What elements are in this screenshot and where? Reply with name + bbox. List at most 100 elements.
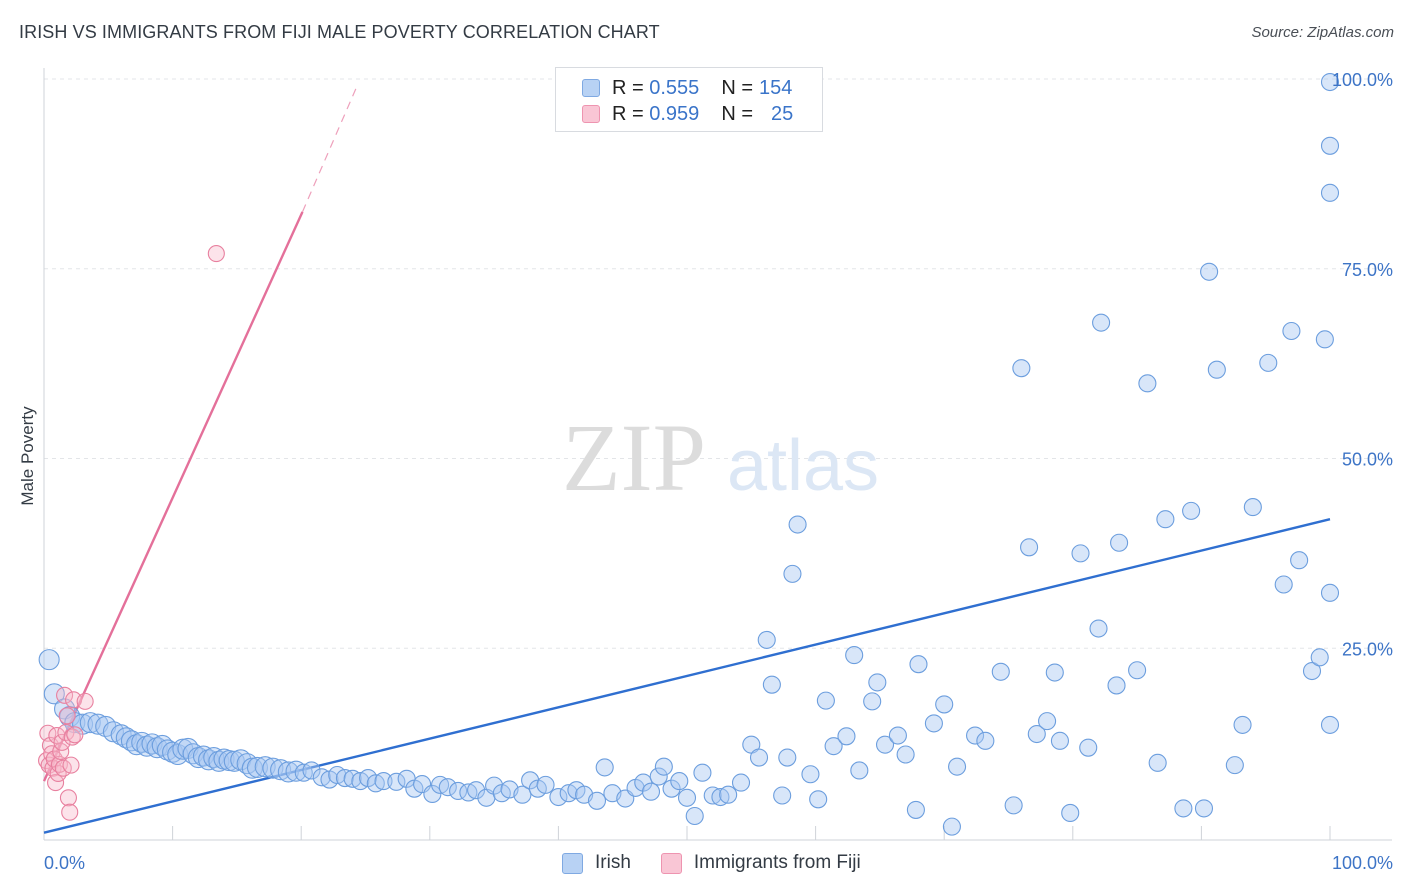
irish-point [302, 761, 321, 780]
irish-point [837, 727, 856, 746]
irish-point [685, 806, 704, 826]
irish-point [218, 750, 240, 772]
series-swatch-irish [562, 852, 583, 874]
irish-point [1107, 676, 1126, 695]
irish-point [1128, 661, 1147, 680]
irish-point [757, 630, 776, 649]
irish-point [1156, 510, 1175, 529]
gridlines [44, 78, 1392, 649]
series-legend-irish: Irish [562, 852, 631, 874]
watermark-zip: ZIP [562, 404, 706, 511]
series-legend-fiji: Immigrants from Fiji [660, 852, 861, 874]
legend-swatch-irish [582, 79, 600, 97]
irish-point [788, 515, 807, 534]
irish-point [1315, 330, 1334, 349]
y-tick-label: 50.0% [1342, 450, 1393, 470]
irish-point [976, 731, 995, 750]
irish-point [387, 772, 406, 791]
irish-point [1320, 72, 1340, 92]
irish-point [1089, 619, 1108, 638]
irish-point [595, 758, 614, 777]
irish-trend-line [43, 518, 1331, 834]
irish-point [662, 779, 681, 798]
irish-point [703, 786, 722, 805]
irish-point [670, 772, 689, 791]
watermark: ZIP atlas [562, 404, 879, 511]
legend-row-irish: R = 0.555 N = 154 [582, 76, 792, 100]
fiji-point [52, 742, 70, 761]
irish-point [935, 695, 954, 714]
irish-point [1027, 724, 1046, 744]
irish-point [1320, 583, 1340, 602]
legend-r-value-fiji: 0.959 [649, 102, 700, 125]
irish-point [1194, 799, 1214, 818]
fiji-point [59, 789, 77, 807]
irish-point [778, 748, 797, 767]
chart-title: IRISH VS IMMIGRANTS FROM FIJI MALE POVER… [19, 22, 660, 42]
legend-n-value-fiji: 25 [771, 102, 794, 125]
irish-point [693, 763, 712, 782]
trend-lines [42, 84, 1331, 834]
irish-point [277, 761, 299, 783]
irish-point [1310, 648, 1329, 667]
irish-point [1148, 753, 1167, 772]
y-tick-labels: 25.0% 50.0% 75.0% 100.0% [1332, 70, 1393, 659]
irish-point [536, 775, 555, 794]
legend-r-label: R = [612, 76, 644, 99]
correlation-legend: R = 0.555 N = 154 R = 0.959 N = 25 [555, 67, 823, 132]
irish-point [335, 768, 354, 788]
fiji-trend-extension [301, 84, 359, 213]
series-label-fiji: Immigrants from Fiji [693, 852, 861, 873]
irish-point [924, 714, 943, 733]
axes [43, 68, 1392, 841]
legend-r-label: R = [612, 102, 644, 125]
x-tick-label: 100.0% [1332, 853, 1393, 873]
irish-point [374, 772, 393, 791]
series-label-irish: Irish [595, 852, 631, 873]
fiji-point [49, 764, 67, 783]
irish-point [1174, 799, 1193, 818]
fiji-point [58, 707, 76, 725]
irish-point [991, 662, 1010, 681]
irish-point [549, 787, 568, 807]
irish-point [1045, 663, 1064, 682]
y-tick-label: 25.0% [1342, 639, 1393, 659]
irish-point [749, 748, 769, 767]
irish-point [654, 757, 673, 776]
irish-point [1012, 359, 1031, 378]
legend-swatch-fiji [582, 105, 600, 123]
irish-point [719, 785, 738, 804]
x-tick-labels: 0.0% 100.0% [44, 853, 1393, 873]
fiji-point [62, 756, 80, 774]
irish-point [438, 778, 457, 797]
irish-point [731, 773, 751, 792]
irish-point [1225, 756, 1244, 775]
irish-point [909, 655, 928, 674]
legend-row-fiji: R = 0.959 N = 25 [582, 102, 793, 126]
irish-point [1079, 738, 1098, 757]
irish-point [87, 713, 109, 735]
irish-point [1020, 538, 1039, 557]
y-tick-label: 100.0% [1332, 70, 1393, 90]
irish-point [906, 800, 925, 819]
irish-point [1200, 262, 1219, 281]
legend-n-label: N = [721, 76, 753, 99]
fiji-point [207, 245, 225, 263]
irish-point [1061, 803, 1080, 823]
irish-point [948, 757, 967, 776]
irish-point [809, 790, 828, 809]
irish-point [485, 776, 504, 795]
irish-point [1282, 321, 1301, 341]
irish-point [875, 735, 895, 754]
irish-point [845, 646, 864, 665]
series-swatch-fiji [660, 852, 682, 874]
fiji-points [38, 245, 225, 821]
irish-point [641, 782, 661, 801]
irish-point [587, 791, 607, 810]
irish-point [1050, 731, 1069, 750]
irish-point [868, 673, 887, 692]
irish-points [38, 72, 1340, 836]
irish-point [966, 726, 985, 745]
irish-point [1004, 796, 1023, 815]
irish-point [1243, 498, 1262, 517]
